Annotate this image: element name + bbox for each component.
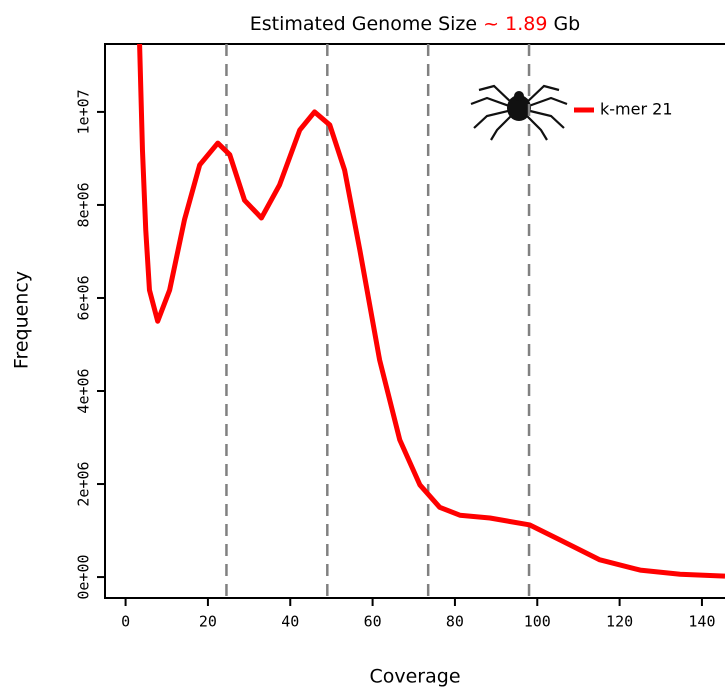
y-tick-label: 2e+06 — [75, 461, 93, 506]
plot-frame — [104, 43, 725, 599]
y-tick-label: 1e+07 — [75, 89, 93, 134]
y-tick-label: 8e+06 — [75, 182, 93, 227]
y-axis-label: Frequency — [11, 271, 33, 369]
plot-area — [137, 44, 725, 579]
title-part: Estimated Genome Size — [250, 13, 477, 35]
x-tick-label: 120 — [606, 613, 633, 631]
x-tick-label: 100 — [524, 613, 551, 631]
x-axis-label: Coverage — [369, 666, 460, 688]
y-tick-label: 0e+00 — [75, 554, 93, 599]
x-tick-label: 0 — [121, 613, 130, 631]
legend-label: k-mer 21 — [600, 100, 673, 119]
line-series — [137, 44, 725, 579]
x-tick-label: 80 — [446, 613, 464, 631]
chart-title: Estimated Genome Size ~ 1.89 Gb — [250, 13, 581, 35]
x-tick-label: 60 — [364, 613, 382, 631]
y-tick-label: 6e+06 — [75, 275, 93, 320]
title-part: ~ 1.89 — [483, 13, 547, 35]
legend-icon — [470, 84, 568, 141]
y-tick-label: 4e+06 — [75, 368, 93, 413]
x-tick-label: 20 — [199, 613, 217, 631]
x-tick-label: 40 — [281, 613, 299, 631]
title-part: Gb — [553, 13, 580, 35]
x-tick-label: 140 — [688, 613, 715, 631]
